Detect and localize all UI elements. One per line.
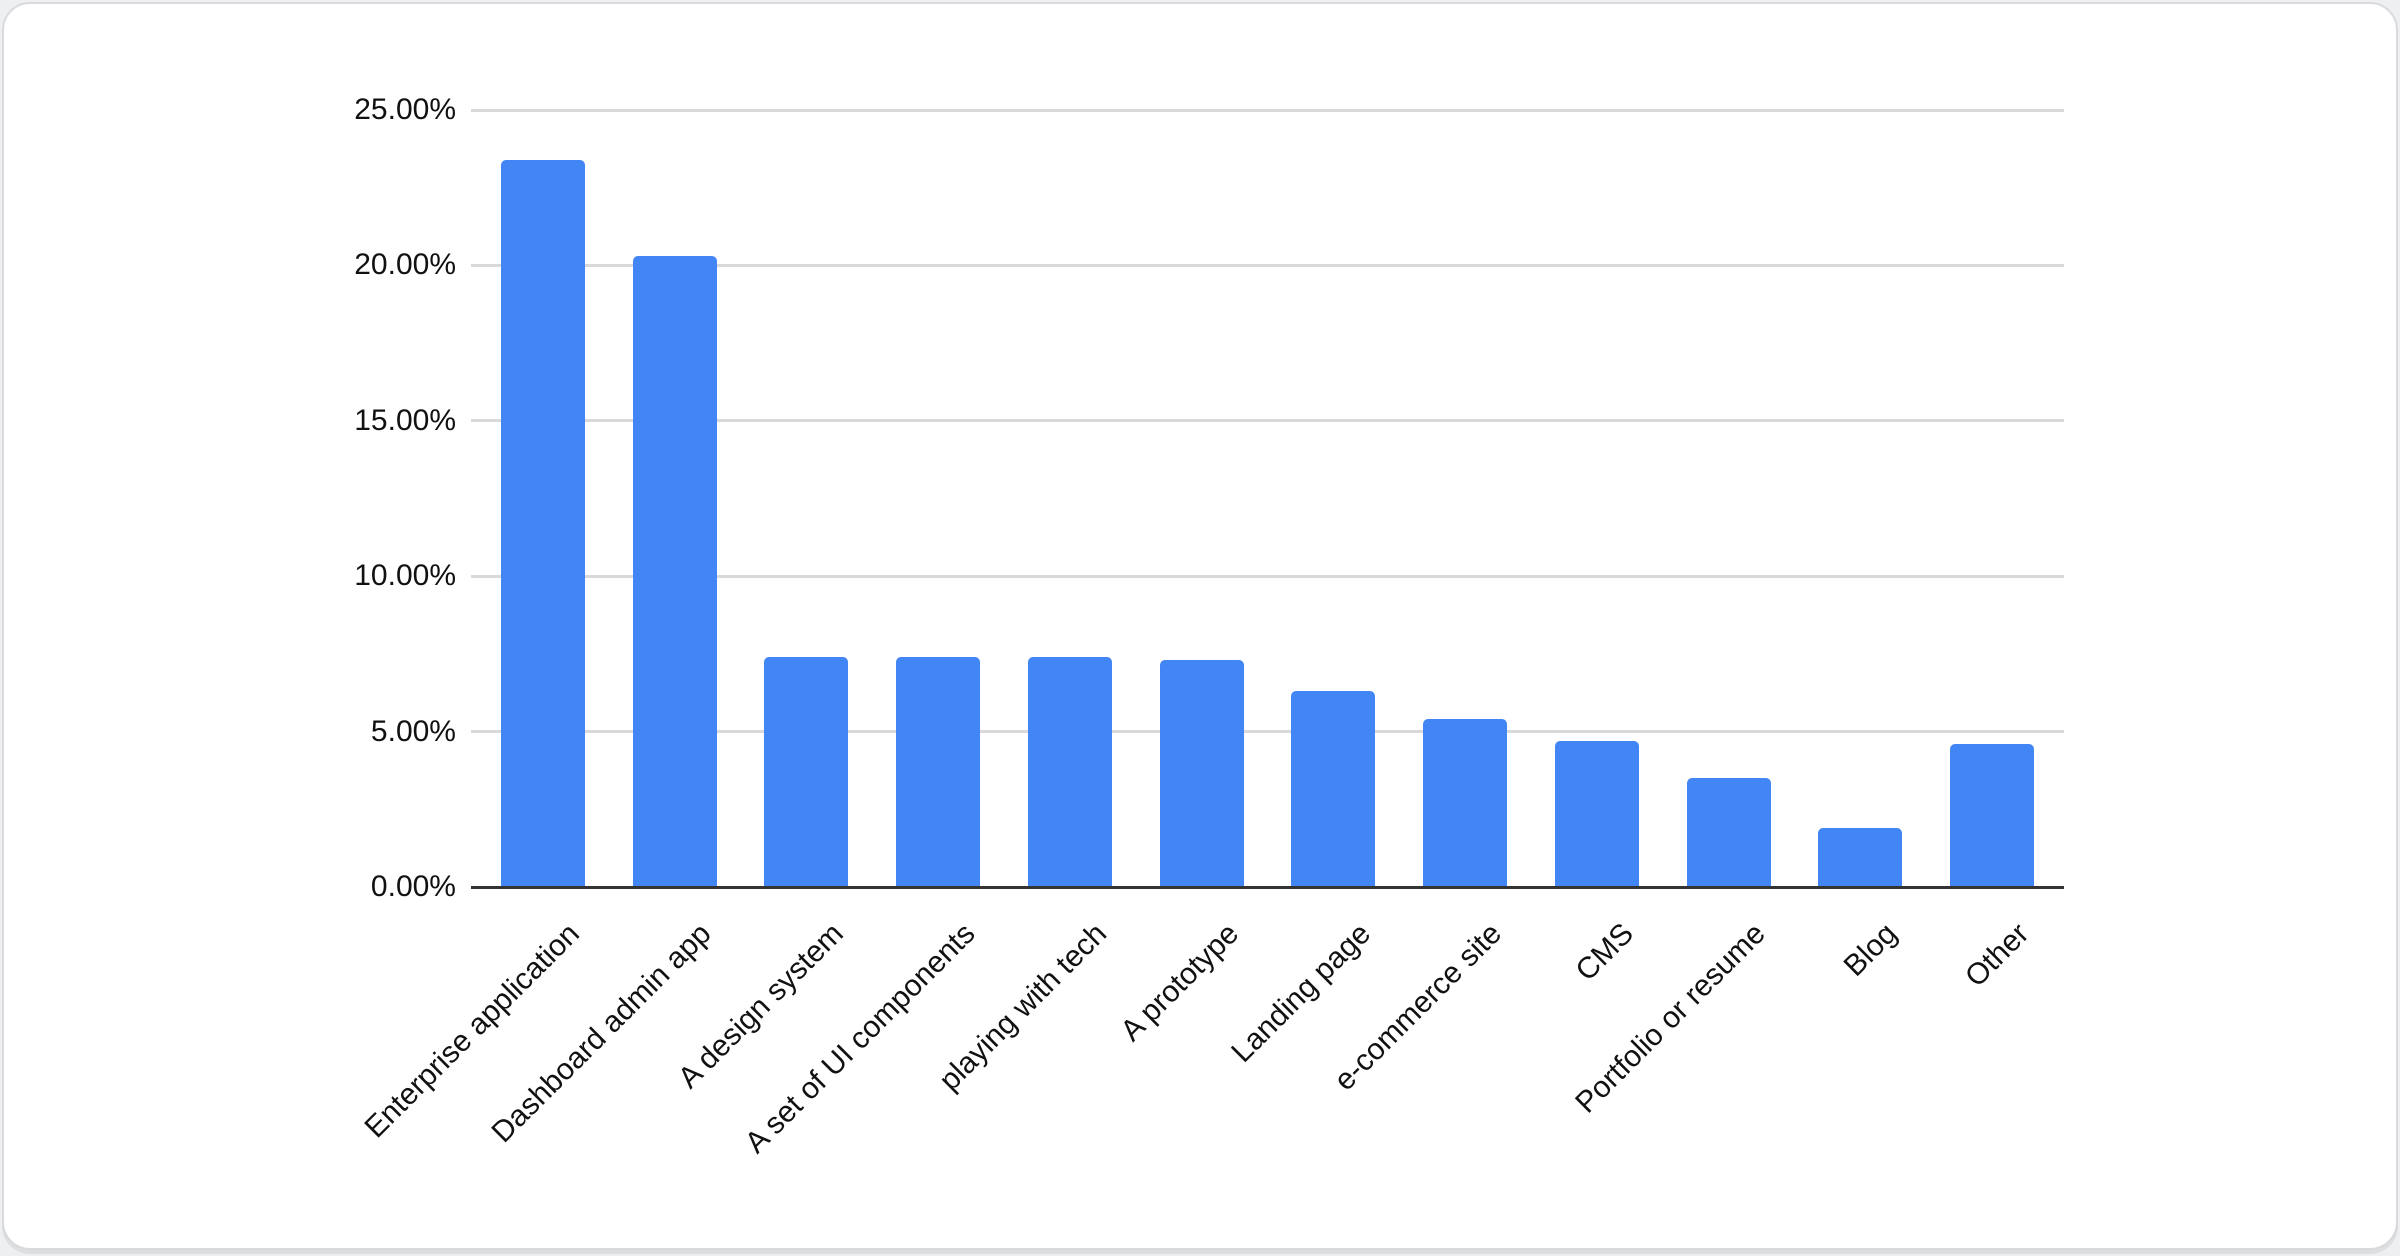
y-axis-label: 15.00% <box>354 403 456 437</box>
bar-cms <box>1554 740 1639 887</box>
bar-a-design-system <box>764 657 849 887</box>
bar-playing-with-tech <box>1027 657 1112 887</box>
x-axis-baseline <box>471 885 2064 889</box>
bar-dashboard-admin-app <box>632 256 717 887</box>
bars-container: Enterprise application Dashboard admin ap… <box>359 110 2064 1160</box>
bar-band: A set of UI components <box>739 110 1004 1160</box>
bar-band: Enterprise application <box>359 110 609 1144</box>
bar-blog <box>1818 827 1903 887</box>
x-axis-label: A set of UI components <box>738 917 982 1160</box>
gridline <box>471 730 2064 734</box>
x-axis-label: CMS <box>1569 917 1641 988</box>
bar-e-commerce-site <box>1423 719 1508 887</box>
y-axis-label: 20.00% <box>354 248 456 282</box>
gridline <box>471 574 2064 578</box>
bar-other <box>1950 744 2035 887</box>
bar-a-prototype <box>1159 660 1244 887</box>
bar-a-set-of-ui-components <box>896 657 981 887</box>
bar-band: A prototype <box>1114 110 1268 1048</box>
bar-band: playing with tech <box>933 110 1136 1097</box>
bar-band: CMS <box>1531 110 1663 987</box>
bar-chart-plot: 0.00% 5.00% 10.00% 15.00% 20.00% 25.00% Enter… <box>354 93 2064 1160</box>
x-axis-label: Blog <box>1837 917 1904 983</box>
y-axis-label: 25.00% <box>354 93 456 126</box>
y-axis-label: 5.00% <box>370 714 456 748</box>
bar-portfolio-or-resume <box>1686 778 1771 887</box>
bar-band: Portfolio or resume <box>1569 110 1795 1120</box>
x-axis-label: Dashboard admin app <box>485 917 718 1150</box>
gridline <box>471 419 2064 423</box>
bar-band: A design system <box>672 110 873 1095</box>
x-axis-label: A prototype <box>1114 917 1245 1048</box>
gridline <box>471 108 2064 112</box>
y-axis-label: 0.00% <box>370 870 456 903</box>
x-axis-label: Enterprise application <box>358 917 587 1145</box>
bar-band: Landing page <box>1225 110 1400 1069</box>
bar-band: Dashboard admin app <box>486 110 741 1149</box>
x-axis-label: Other <box>1959 917 2036 994</box>
y-axis-label: 10.00% <box>354 559 456 593</box>
gridline <box>471 263 2064 267</box>
bar-enterprise-application <box>500 159 585 887</box>
bar-landing-page <box>1291 691 1376 887</box>
bar-band: Other <box>1926 110 2058 993</box>
bar-band: Blog <box>1795 110 1927 983</box>
bar-band: e-commerce site <box>1328 110 1531 1097</box>
